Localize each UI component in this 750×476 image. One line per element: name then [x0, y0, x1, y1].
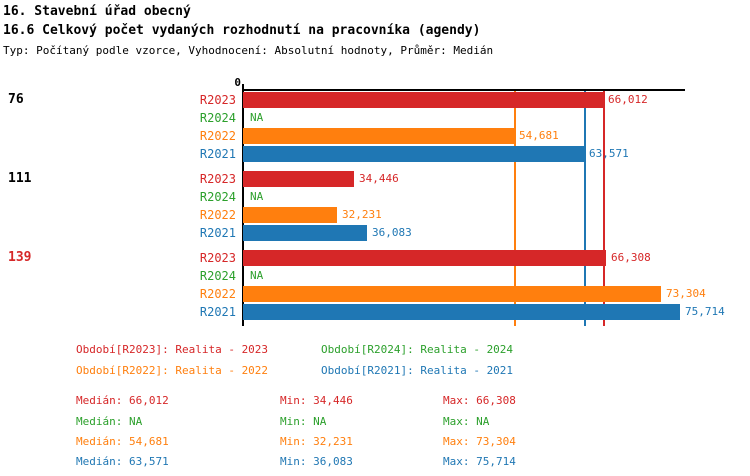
bar-r2023 [243, 250, 606, 266]
row-series-label: R2023 [199, 93, 236, 107]
group-label: 139 [8, 250, 32, 265]
row-series-label: R2021 [199, 147, 236, 161]
row-series-label: R2021 [199, 226, 236, 240]
x-axis-rule [242, 89, 685, 91]
bar-r2023 [243, 92, 603, 108]
bar-r2022 [243, 207, 337, 223]
bar-value-label: 36,083 [372, 226, 412, 239]
row-series-label: R2022 [199, 129, 236, 143]
bar-r2023 [243, 171, 354, 187]
median-line-r2023 [603, 90, 605, 326]
bar-value-label: 66,308 [611, 251, 651, 264]
y-axis-line [242, 84, 244, 326]
bar-na-label: NA [250, 111, 264, 124]
row-series-label: R2022 [199, 287, 236, 301]
stat-min-r2022: Min: 32,231 [280, 435, 353, 448]
stat-min-r2023: Min: 34,446 [280, 394, 353, 407]
median-line-r2021 [584, 90, 586, 326]
bar-na-label: NA [250, 269, 264, 282]
legend-item-r2023: Období[R2023]: Realita - 2023 [76, 343, 269, 356]
legend-item-r2022: Období[R2022]: Realita - 2022 [76, 364, 269, 377]
stat-max-r2024: Max: NA [443, 415, 490, 428]
stat-median-r2021: Medián: 63,571 [76, 455, 169, 468]
median-line-r2022 [514, 90, 516, 326]
bar-value-label: 66,012 [608, 93, 648, 106]
legend-item-r2021: Období[R2021]: Realita - 2021 [321, 364, 514, 377]
stat-min-r2021: Min: 36,083 [280, 455, 353, 468]
stat-min-r2024: Min: NA [280, 415, 327, 428]
page-title: 16. Stavební úřad obecný [3, 4, 191, 19]
bar-value-label: 32,231 [342, 208, 382, 221]
bar-r2021 [243, 304, 680, 320]
bar-na-label: NA [250, 190, 264, 203]
stat-max-r2021: Max: 75,714 [443, 455, 516, 468]
stat-max-r2023: Max: 66,308 [443, 394, 516, 407]
zero-tick-label: 0 [234, 76, 241, 89]
chart-title: 16.6 Celkový počet vydaných rozhodnutí n… [3, 23, 481, 38]
bar-r2022 [243, 128, 514, 144]
legend-item-r2024: Období[R2024]: Realita - 2024 [321, 343, 514, 356]
row-series-label: R2024 [199, 111, 236, 125]
bar-value-label: 73,304 [666, 287, 706, 300]
group-label: 111 [8, 171, 32, 186]
row-series-label: R2021 [199, 305, 236, 319]
stat-max-r2022: Max: 73,304 [443, 435, 516, 448]
row-series-label: R2023 [199, 172, 236, 186]
row-series-label: R2024 [199, 269, 236, 283]
bar-value-label: 54,681 [519, 129, 559, 142]
stat-median-r2022: Medián: 54,681 [76, 435, 169, 448]
bar-r2021 [243, 146, 584, 162]
bar-r2021 [243, 225, 367, 241]
row-series-label: R2023 [199, 251, 236, 265]
bar-value-label: 63,571 [589, 147, 629, 160]
chart-subtitle: Typ: Počítaný podle vzorce, Vyhodnocení:… [3, 44, 494, 57]
bar-value-label: 34,446 [359, 172, 399, 185]
bar-r2022 [243, 286, 661, 302]
bar-value-label: 75,714 [685, 305, 725, 318]
stat-median-r2023: Medián: 66,012 [76, 394, 169, 407]
stat-median-r2024: Medián: NA [76, 415, 143, 428]
group-label: 76 [8, 92, 24, 107]
row-series-label: R2022 [199, 208, 236, 222]
row-series-label: R2024 [199, 190, 236, 204]
